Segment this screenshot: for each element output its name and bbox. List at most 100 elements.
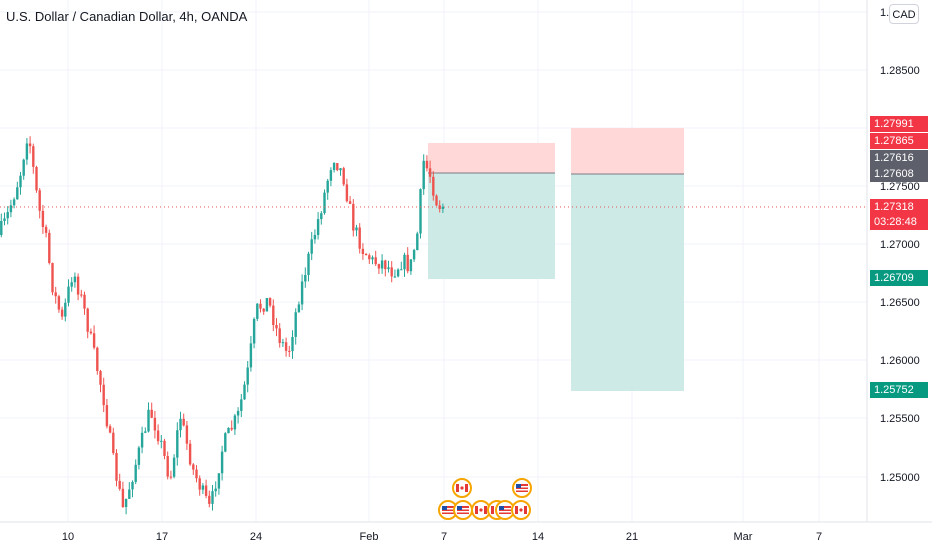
candle-body [102, 384, 105, 406]
candle-body [86, 308, 89, 332]
candle-body [3, 218, 6, 221]
candle-body [364, 253, 368, 256]
last-price-tag: 1.27318 [870, 199, 928, 215]
candle-body [425, 160, 429, 169]
candle-body [172, 457, 176, 477]
flag-ca-icon[interactable] [511, 500, 531, 520]
time-axis[interactable]: 10 17 24 Feb 7 14 21 Mar 7 [0, 521, 932, 543]
candle-body [179, 418, 182, 431]
entry-price-tag: 1.27616 [870, 150, 928, 166]
candle-body [214, 488, 217, 492]
candle-body [124, 498, 128, 507]
candle-body [108, 426, 112, 433]
candle-body [313, 235, 317, 240]
candle-body [118, 480, 121, 489]
candle-body [182, 418, 185, 426]
candle-body [265, 298, 269, 312]
candle-body [169, 476, 173, 478]
entry-price-tag: 1.27608 [870, 166, 928, 182]
candle-body [384, 260, 387, 270]
time-tick: 10 [62, 531, 74, 543]
symbol-title[interactable]: U.S. Dollar / Canadian Dollar, 4h, OANDA [6, 9, 248, 24]
candle-body [188, 443, 192, 465]
candle-body [131, 481, 134, 490]
candle-body [201, 485, 205, 490]
candle-body [243, 384, 246, 400]
candle-body [428, 168, 432, 177]
position-tool-short-2[interactable] [571, 128, 684, 391]
candle-body [9, 205, 13, 213]
candle-body [230, 427, 233, 430]
time-tick: 7 [816, 531, 822, 543]
candle-body [208, 495, 211, 504]
candle-body [307, 253, 310, 275]
time-tick: 17 [156, 531, 168, 543]
candle-body [329, 170, 333, 181]
candle-body [73, 276, 77, 283]
candle-body [80, 294, 83, 296]
flag-ca-icon[interactable] [452, 478, 472, 498]
candle-body [284, 342, 288, 351]
flag-us-icon[interactable] [512, 478, 532, 498]
candle-body [144, 431, 147, 433]
candle-body [339, 168, 342, 171]
price-tick: 1.26000 [880, 355, 920, 367]
candle-body [409, 259, 413, 272]
candle-body [268, 298, 272, 306]
candle-body [38, 190, 41, 211]
candle-body [249, 343, 253, 368]
candle-body [435, 195, 438, 206]
candle-body [240, 399, 243, 411]
candle-body [281, 342, 285, 344]
candle-body [316, 219, 320, 235]
candle-body [6, 212, 9, 219]
price-axis[interactable]: 1.2 1.28500 1.27500 1.27000 1.26500 1.26… [866, 0, 920, 522]
candle-body [412, 250, 416, 260]
candle-body [332, 163, 336, 170]
flag-us-icon[interactable] [453, 500, 473, 520]
candle-body [147, 409, 150, 432]
candle-body [361, 248, 365, 254]
price-tick: 1.26500 [880, 297, 920, 309]
candle-body [224, 433, 227, 452]
price-tick: 1.28500 [880, 65, 920, 77]
candle-body [368, 255, 371, 260]
currency-button[interactable]: CAD [889, 4, 919, 24]
candle-body [112, 432, 115, 454]
candle-body [336, 163, 339, 171]
candle-body [252, 319, 256, 344]
take-profit-price-tag: 1.26709 [870, 270, 928, 286]
candle-body [272, 305, 275, 325]
candle-body [275, 325, 278, 329]
candle-body [89, 331, 93, 334]
candle-body [297, 304, 301, 313]
candle-body [105, 405, 109, 427]
candle-body [323, 192, 326, 214]
candle-body [220, 451, 224, 474]
candle-body [44, 226, 48, 233]
flag-ca-icon[interactable] [471, 500, 491, 520]
price-tick: 1.27500 [880, 181, 920, 193]
candle-body [22, 159, 25, 176]
candle-body [192, 464, 195, 470]
candle-body [256, 303, 259, 319]
candle-body [419, 189, 422, 234]
candle-body [352, 203, 355, 231]
candle-body [262, 308, 265, 312]
events-row[interactable] [438, 478, 532, 520]
candle-body [396, 269, 400, 277]
candle-body [64, 302, 67, 317]
time-tick: 14 [532, 531, 544, 543]
price-tick: 1.25000 [880, 472, 920, 484]
position-tool-short-1[interactable] [428, 143, 555, 279]
take-profit-zone [571, 174, 684, 391]
candle-body [387, 267, 390, 270]
candle-body [374, 257, 377, 265]
candle-body [60, 309, 64, 317]
time-tick: Mar [734, 531, 753, 543]
long-stop-price-tag: 1.27865 [870, 133, 928, 149]
time-tick: 7 [441, 531, 447, 543]
candle-body [140, 432, 144, 448]
time-tick: Feb [360, 531, 379, 543]
